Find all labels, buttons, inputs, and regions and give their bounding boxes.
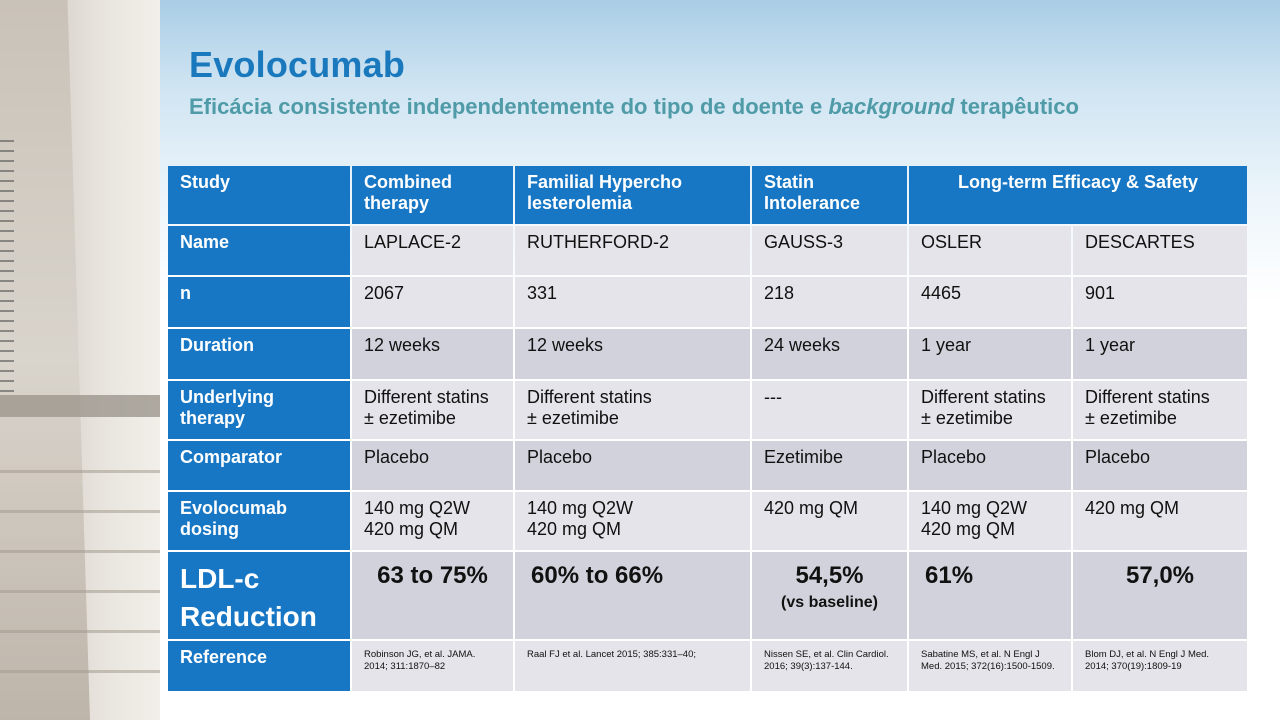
ldl-value: 60% to 66%	[531, 562, 664, 590]
cell-name: DESCARTES	[1073, 225, 1247, 276]
table-row-reference: Reference Robinson JG, et al. JAMA. 2014…	[168, 641, 1247, 691]
cell-reference: Nissen SE, et al. Clin Cardiol. 2016; 39…	[752, 641, 907, 691]
cell-comparator: Placebo	[515, 440, 750, 491]
cell-ldl: 60% to 66%	[515, 552, 750, 640]
studies-table: Study Combined therapy Familial Hypercho…	[166, 164, 1249, 693]
cell-underlying: Different statins ± ezetimibe	[909, 380, 1071, 439]
cell-text: Different statins	[921, 386, 1046, 407]
cell-underlying: Different statins ± ezetimibe	[515, 380, 750, 439]
cell-name: GAUSS-3	[752, 225, 907, 276]
cell-comparator: Placebo	[1073, 440, 1247, 491]
cell-reference: Sabatine MS, et al. N Engl J Med. 2015; …	[909, 641, 1071, 691]
cell-reference: Blom DJ, et al. N Engl J Med. 2014; 370(…	[1073, 641, 1247, 691]
table-row-comparator: Comparator Placebo Placebo Ezetimibe Pla…	[168, 440, 1247, 491]
cell-comparator: Ezetimibe	[752, 440, 907, 491]
cell-text: ± ezetimibe	[921, 407, 1013, 428]
row-label-ldl: LDL-c Reduction	[168, 552, 350, 640]
cell-n: 218	[752, 277, 907, 328]
row-label-underlying: Underlying therapy	[168, 380, 350, 439]
header-familial: Familial Hypercho lesterolemia	[515, 166, 750, 224]
cell-name: RUTHERFORD-2	[515, 225, 750, 276]
cell-n: 901	[1073, 277, 1247, 328]
cell-text: ---	[764, 386, 782, 407]
cell-ldl: 61%	[909, 552, 1071, 640]
cell-dosing: 420 mg QM	[752, 492, 907, 551]
cell-ldl: 63 to 75%	[352, 552, 513, 640]
row-label-dosing: Evolocumab dosing	[168, 492, 350, 551]
header-combined: Combined therapy	[352, 166, 513, 224]
building-photo	[0, 0, 160, 720]
header-statin: Statin Intolerance	[752, 166, 907, 224]
cell-dosing: 140 mg Q2W 420 mg QM	[909, 492, 1071, 551]
cell-ldl: 54,5% (vs baseline)	[752, 552, 907, 640]
cell-dosing: 420 mg QM	[1073, 492, 1247, 551]
cell-text: 140 mg Q2W	[364, 498, 471, 519]
row-label-reference: Reference	[168, 641, 350, 691]
table-row-name: Name LAPLACE-2 RUTHERFORD-2 GAUSS-3 OSLE…	[168, 225, 1247, 276]
table-row-duration: Duration 12 weeks 12 weeks 24 weeks 1 ye…	[168, 329, 1247, 379]
cell-n: 2067	[352, 277, 513, 328]
cell-n: 331	[515, 277, 750, 328]
cell-text: ± ezetimibe	[364, 407, 456, 428]
header-study: Study	[168, 166, 350, 224]
header-longterm: Long-term Efficacy & Safety	[909, 166, 1247, 224]
cell-name: LAPLACE-2	[352, 225, 513, 276]
ldl-value: 63 to 75%	[377, 562, 488, 590]
cell-reference: Raal FJ et al. Lancet 2015; 385:331–40;	[515, 641, 750, 691]
cell-text: Different statins	[527, 386, 652, 407]
cell-ldl: 57,0%	[1073, 552, 1247, 640]
cell-text: Different statins	[364, 386, 489, 407]
ldl-value: 54,5%	[795, 562, 864, 590]
cell-name: OSLER	[909, 225, 1071, 276]
table-row-dosing: Evolocumab dosing 140 mg Q2W 420 mg QM 14…	[168, 492, 1247, 551]
cell-duration: 1 year	[1073, 329, 1247, 379]
cell-comparator: Placebo	[909, 440, 1071, 491]
row-label-name: Name	[168, 225, 350, 276]
ldl-note: (vs baseline)	[781, 594, 878, 612]
cell-text: ± ezetimibe	[527, 407, 619, 428]
cell-underlying: Different statins ± ezetimibe	[1073, 380, 1247, 439]
cell-dosing: 140 mg Q2W 420 mg QM	[352, 492, 513, 551]
table-row-underlying: Underlying therapy Different statins ± ez…	[168, 380, 1247, 439]
cell-text: 420 mg QM	[1085, 498, 1180, 519]
row-label-duration: Duration	[168, 329, 350, 379]
subtitle-italic: background	[828, 94, 955, 119]
cell-text: 420 mg QM	[527, 519, 622, 540]
slide-title: Evolocumab	[189, 44, 406, 85]
cell-text: 420 mg QM	[364, 519, 459, 540]
cell-underlying: ---	[752, 380, 907, 439]
cell-duration: 12 weeks	[515, 329, 750, 379]
cell-text: Different statins	[1085, 386, 1210, 407]
subtitle-text-end: terapêutico	[954, 94, 1079, 119]
cell-text: 420 mg QM	[921, 519, 1016, 540]
cell-text: ± ezetimibe	[1085, 407, 1177, 428]
row-label-n: n	[168, 277, 350, 328]
subtitle-text: Eficácia consistente independentemente d…	[189, 94, 829, 119]
ldl-value: 57,0%	[1125, 562, 1195, 590]
table-row-n: n 2067 331 218 4465 901	[168, 277, 1247, 328]
cell-text: 140 mg Q2W	[921, 498, 1028, 519]
row-label-comparator: Comparator	[168, 440, 350, 491]
cell-dosing: 140 mg Q2W 420 mg QM	[515, 492, 750, 551]
cell-n: 4465	[909, 277, 1071, 328]
ldl-value: 61%	[925, 562, 974, 590]
cell-duration: 24 weeks	[752, 329, 907, 379]
cell-duration: 12 weeks	[352, 329, 513, 379]
table-row-ldl: LDL-c Reduction 63 to 75% 60% to 66% 54,…	[168, 552, 1247, 640]
cell-comparator: Placebo	[352, 440, 513, 491]
cell-text: 140 mg Q2W	[527, 498, 634, 519]
cell-duration: 1 year	[909, 329, 1071, 379]
cell-reference: Robinson JG, et al. JAMA. 2014; 311:1870…	[352, 641, 513, 691]
cell-underlying: Different statins ± ezetimibe	[352, 380, 513, 439]
table-header-row: Study Combined therapy Familial Hypercho…	[168, 166, 1247, 224]
cell-text: 420 mg QM	[764, 498, 859, 519]
slide-subtitle: Eficácia consistente independentemente d…	[189, 94, 1079, 120]
